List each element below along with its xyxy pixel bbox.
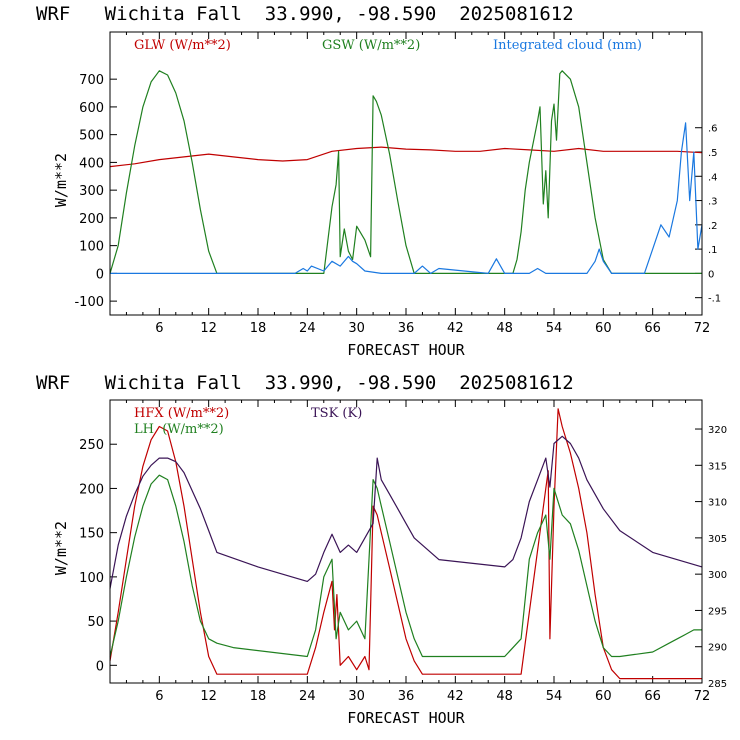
y-tick-label: 100 (79, 240, 104, 255)
x-axis-label-2: FORECAST HOUR (347, 709, 465, 727)
y2-tick-label: 300 (708, 570, 727, 581)
y-tick-label: 400 (79, 156, 104, 171)
legend-hfx: HFX (W/m**2) (134, 406, 229, 421)
y2-tick-label: 290 (708, 643, 727, 654)
y-tick-label: 0 (96, 267, 104, 282)
plot-frame-2 (109, 399, 703, 684)
x-tick-label: 54 (546, 321, 563, 336)
x-tick-label: 60 (595, 321, 612, 336)
x-tick-label: 36 (398, 321, 415, 336)
chart-title-2: WRF Wichita Fall 33.990, -98.590 2025081… (36, 372, 574, 394)
x-tick-label: 36 (398, 689, 415, 704)
y2-tick-label: 0 (708, 269, 714, 280)
y-tick-label: 50 (87, 615, 104, 630)
legend-integrated-cloud: Integrated cloud (mm) (493, 38, 642, 53)
y2-tick-label: .2 (708, 221, 718, 232)
x-axis-label-1: FORECAST HOUR (347, 341, 465, 359)
y2-tick-label: 315 (708, 461, 727, 472)
x-tick-label: 66 (644, 321, 661, 336)
x-tick-label: 12 (200, 689, 217, 704)
legend-1: GLW (W/m**2) GSW (W/m**2) Integrated clo… (134, 38, 642, 53)
y-tick-label: 500 (79, 129, 104, 144)
x-tick-label: 24 (299, 321, 316, 336)
chart-marks-2: 6 12 18 24 30 36 42 48 54 60 66 72 0 50 100 150 200 250 32… (79, 400, 727, 704)
y-tick-label: 700 (79, 73, 104, 88)
y2-tick-label: 295 (708, 606, 727, 617)
legend-lh: LH (W/m**2) (134, 422, 224, 437)
y2-tick-label: .3 (708, 197, 718, 208)
chart-panel-2: WRF Wichita Fall 33.990, -98.590 2025081… (36, 372, 727, 727)
y-tick-label: -100 (74, 295, 104, 310)
x-tick-label: 30 (348, 321, 365, 336)
y2-tick-label: 285 (708, 679, 727, 690)
x-tick-label: 18 (250, 321, 267, 336)
x-tick-label: 54 (546, 689, 563, 704)
y-axis-label-1: W/m**2 (52, 153, 70, 207)
plot-frame-1 (109, 31, 703, 316)
y2-tick-label: .5 (708, 148, 718, 159)
y2-tick-label: 310 (708, 498, 727, 509)
legend-tsk: TSK (K) (311, 406, 362, 421)
y-tick-label: 150 (79, 527, 104, 542)
y2-tick-label: 320 (708, 425, 727, 436)
y2-tick-label: .6 (708, 124, 718, 135)
x-tick-label: 24 (299, 689, 316, 704)
legend-glw: GLW (W/m**2) (134, 38, 231, 53)
x-tick-label: 6 (155, 689, 163, 704)
x-tick-label: 48 (496, 321, 513, 336)
legend-gsw: GSW (W/m**2) (322, 38, 420, 53)
chart-title-1: WRF Wichita Fall 33.990, -98.590 2025081… (36, 3, 574, 25)
x-tick-label: 42 (447, 689, 464, 704)
x-tick-label: 48 (496, 689, 513, 704)
legend-2: HFX (W/m**2) LH (W/m**2) TSK (K) (134, 406, 362, 437)
x-tick-label: 30 (348, 689, 365, 704)
y-tick-label: 200 (79, 482, 104, 497)
series-line-glw (109, 146, 703, 168)
x-tick-label: 6 (155, 321, 163, 336)
series-line-integrated (110, 122, 703, 274)
series-line-lh (109, 474, 702, 658)
y-axis-label-2: W/m**2 (52, 521, 70, 575)
x-tick-label: 60 (595, 689, 612, 704)
x-tick-label: 42 (447, 321, 464, 336)
y-tick-label: 600 (79, 101, 104, 116)
series-line-hfx (109, 408, 702, 680)
y-tick-label: 250 (79, 438, 104, 453)
y2-tick-label: .1 (708, 245, 718, 256)
y-tick-label: 0 (96, 659, 104, 674)
y2-tick-label: 305 (708, 534, 727, 545)
series-line-tsk (109, 435, 703, 589)
chart-panel-1: WRF Wichita Fall 33.990, -98.590 2025081… (36, 3, 721, 359)
y2-tick-label: -.1 (708, 294, 721, 305)
y-tick-label: 100 (79, 571, 104, 586)
x-tick-label: 72 (694, 689, 711, 704)
y2-tick-label: .4 (708, 172, 718, 183)
y-tick-label: 200 (79, 212, 104, 227)
series-line-gsw (109, 70, 702, 274)
chart-marks-1: 6 12 18 24 30 36 42 48 54 60 66 72 -100 0 100 200 300 400… (74, 32, 721, 336)
x-tick-label: 66 (644, 689, 661, 704)
x-tick-label: 72 (694, 321, 711, 336)
x-tick-label: 18 (250, 689, 267, 704)
x-tick-label: 12 (200, 321, 217, 336)
y-tick-label: 300 (79, 184, 104, 199)
